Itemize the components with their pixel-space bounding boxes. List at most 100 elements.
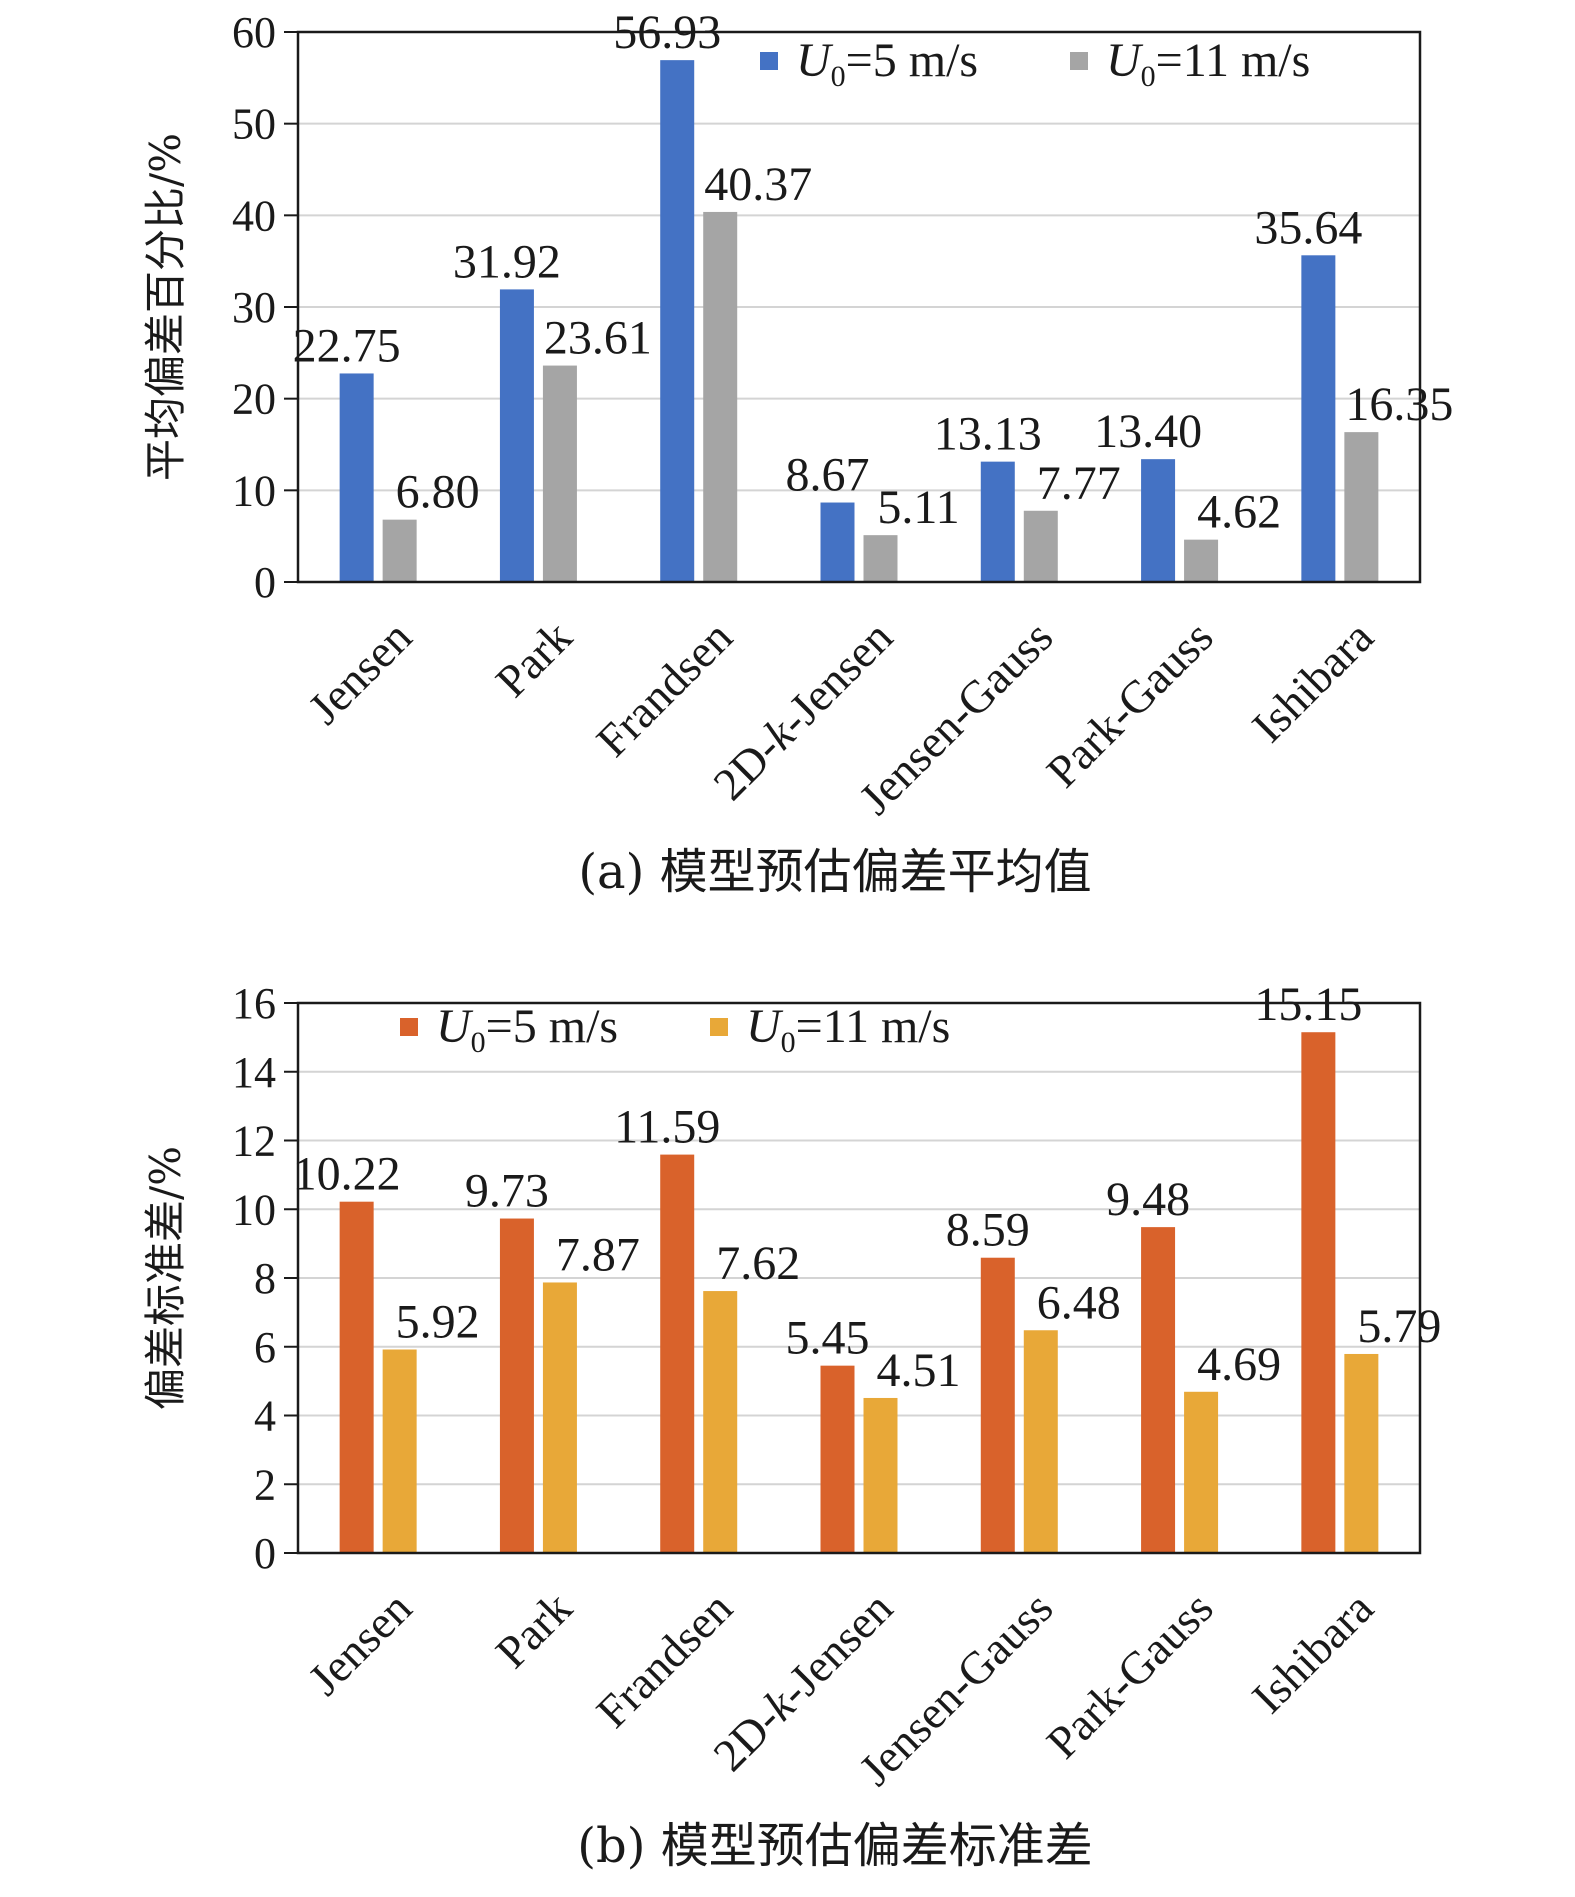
- y-tick-label: 0: [254, 1529, 276, 1578]
- category-label: Frandsen: [586, 1582, 741, 1737]
- data-label: 13.40: [1094, 405, 1202, 458]
- legend-swatch: [710, 1018, 728, 1036]
- category-label: Ishibara: [1242, 1582, 1383, 1723]
- data-label: 5.92: [396, 1296, 480, 1349]
- category-label: Ishibara: [1242, 611, 1383, 752]
- legend: U0=5 m/s U0=11 m/s: [760, 34, 1310, 93]
- y-tick-label: 60: [232, 8, 276, 57]
- data-label: 4.51: [877, 1344, 961, 1397]
- data-label: 15.15: [1254, 978, 1362, 1031]
- data-label: 11.59: [614, 1101, 720, 1154]
- data-label: 10.22: [293, 1148, 401, 1201]
- y-tick-label: 2: [254, 1460, 276, 1509]
- bar: [382, 1349, 417, 1553]
- data-label: 23.61: [544, 312, 652, 365]
- data-label: 13.13: [934, 408, 1042, 461]
- data-label: 35.64: [1254, 201, 1362, 254]
- y-tick-label: 14: [232, 1048, 276, 1097]
- category-label-group: Park: [486, 1582, 582, 1678]
- bar: [339, 373, 374, 582]
- y-tick-label: 30: [232, 283, 276, 332]
- y-axis-label: 平均偏差百分比/%: [141, 133, 190, 481]
- bar: [542, 1282, 577, 1553]
- category-label: Frandsen: [586, 611, 741, 766]
- bar: [703, 1291, 738, 1553]
- data-label: 5.11: [877, 481, 959, 534]
- data-label: 31.92: [453, 235, 561, 288]
- legend: U0=5 m/s U0=11 m/s: [400, 1000, 950, 1059]
- data-label: 6.80: [396, 466, 480, 519]
- data-label: 16.35: [1345, 378, 1453, 431]
- category-label: Jensen: [298, 1582, 421, 1705]
- data-label: 8.67: [786, 449, 870, 502]
- data-label: 5.79: [1357, 1300, 1441, 1353]
- legend-label: U0=11 m/s: [746, 1000, 950, 1059]
- category-label: Park: [486, 611, 582, 707]
- y-tick-label: 12: [232, 1117, 276, 1166]
- category-label: Jensen: [298, 611, 421, 734]
- bar: [1141, 1227, 1176, 1553]
- data-label: 40.37: [704, 158, 812, 211]
- category-label-group: Frandsen: [586, 1582, 741, 1737]
- bar: [980, 461, 1015, 582]
- legend-swatch: [1070, 52, 1088, 70]
- category-label: Park-Gauss: [1037, 1582, 1223, 1768]
- data-label: 8.59: [946, 1204, 1030, 1257]
- chart-a: 0 10 20 30 40 50 60 22.75 6.80 Jensen 31.92 23.61 Pa…: [141, 6, 1453, 900]
- bar: [980, 1257, 1015, 1553]
- bar: [339, 1201, 374, 1553]
- bar: [542, 365, 577, 582]
- category-label-group: Park-Gauss: [1037, 611, 1223, 797]
- bar: [703, 211, 738, 583]
- data-label: 4.69: [1197, 1338, 1281, 1391]
- data-label: 6.48: [1037, 1276, 1121, 1329]
- category-label-group: Ishibara: [1242, 1582, 1383, 1723]
- data-label: 5.45: [786, 1312, 870, 1365]
- y-tick-label: 6: [254, 1323, 276, 1372]
- data-label: 9.73: [465, 1165, 549, 1218]
- data-label: 22.75: [293, 319, 401, 372]
- y-tick-label: 10: [232, 466, 276, 515]
- legend-swatch: [760, 52, 778, 70]
- data-label: 9.48: [1106, 1173, 1190, 1226]
- category-label-group: Park: [486, 611, 582, 707]
- y-tick-label: 20: [232, 375, 276, 424]
- bar: [660, 60, 695, 583]
- bar: [863, 535, 898, 582]
- bar: [863, 1397, 898, 1553]
- y-axis-label: 偏差标准差/%: [141, 1146, 190, 1410]
- data-label: 7.87: [556, 1228, 640, 1281]
- data-label: 4.62: [1197, 486, 1281, 539]
- legend-label: U0=11 m/s: [1106, 34, 1310, 93]
- y-tick-label: 4: [254, 1392, 276, 1441]
- bar: [820, 1365, 855, 1553]
- y-tick-label: 50: [232, 100, 276, 149]
- bar: [1184, 1391, 1219, 1553]
- y-tick-label: 8: [254, 1254, 276, 1303]
- y-tick-label: 0: [254, 558, 276, 607]
- bar: [499, 1218, 534, 1553]
- bar: [1344, 1353, 1379, 1553]
- data-label: 7.77: [1037, 457, 1121, 510]
- bar: [1184, 539, 1219, 582]
- bar: [1023, 510, 1058, 582]
- plot-frame: [296, 30, 1422, 584]
- category-label-group: Ishibara: [1242, 611, 1383, 752]
- bar: [1023, 1330, 1058, 1553]
- y-tick-label: 40: [232, 191, 276, 240]
- category-label-group: Park-Gauss: [1037, 1582, 1223, 1768]
- bar: [820, 502, 855, 582]
- bar: [1141, 459, 1176, 582]
- category-label: Park-Gauss: [1037, 611, 1223, 797]
- chart-b: 0 2 4 6 8 10 12 14 16 10.22 5.92 Jensen 9.737.87 Park…: [141, 978, 1441, 1874]
- bar: [1344, 432, 1379, 582]
- category-label-group: Frandsen: [586, 611, 741, 766]
- chart-caption: (b) 模型预估偏差标准差: [577, 1818, 1092, 1874]
- bar: [660, 1154, 695, 1553]
- bar: [499, 289, 534, 582]
- y-tick-label: 16: [232, 979, 276, 1028]
- bar: [1301, 255, 1336, 583]
- y-tick-label: 10: [232, 1185, 276, 1234]
- bar: [382, 519, 417, 582]
